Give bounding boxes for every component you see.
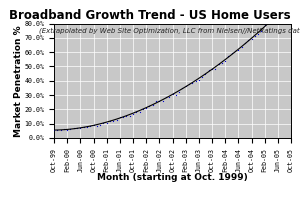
- Point: [58, 128, 63, 131]
- Point: [111, 119, 116, 122]
- Point: [52, 128, 56, 131]
- Point: [266, 20, 270, 23]
- Point: [190, 81, 195, 84]
- Point: [81, 125, 86, 129]
- Point: [78, 126, 83, 130]
- Point: [68, 128, 73, 131]
- Point: [98, 124, 103, 127]
- Text: Broadband Growth Trend - US Home Users: Broadband Growth Trend - US Home Users: [9, 9, 291, 22]
- Point: [117, 115, 122, 118]
- Point: [285, 1, 290, 4]
- Point: [203, 73, 208, 76]
- Point: [262, 24, 267, 27]
- Point: [55, 128, 60, 132]
- Point: [220, 61, 224, 64]
- Point: [232, 49, 237, 52]
- Point: [259, 30, 264, 33]
- Point: [246, 38, 250, 41]
- Point: [177, 90, 182, 94]
- Point: [88, 125, 93, 128]
- Point: [61, 127, 66, 131]
- Point: [242, 42, 247, 45]
- Point: [108, 119, 112, 123]
- Point: [279, 11, 283, 14]
- Point: [210, 67, 214, 70]
- Point: [275, 12, 280, 15]
- Point: [137, 110, 142, 113]
- Point: [213, 68, 218, 71]
- Point: [236, 49, 241, 52]
- Point: [114, 119, 119, 122]
- Point: [144, 107, 148, 110]
- Point: [101, 122, 106, 125]
- Point: [193, 79, 198, 82]
- Point: [187, 83, 191, 86]
- Point: [272, 14, 277, 17]
- Point: [104, 121, 109, 124]
- Point: [196, 79, 201, 82]
- Point: [223, 59, 228, 62]
- Point: [160, 99, 165, 102]
- Point: [150, 104, 155, 107]
- Point: [252, 34, 257, 37]
- Point: [134, 110, 139, 113]
- Point: [124, 114, 129, 117]
- Point: [91, 124, 96, 127]
- Point: [65, 128, 70, 131]
- Point: [127, 114, 132, 117]
- Text: (Extrapolated by Web Site Optimization, LLC from Nielsen//NetRatings data): (Extrapolated by Web Site Optimization, …: [39, 27, 300, 34]
- Point: [200, 75, 205, 79]
- Y-axis label: Market Penetration %: Market Penetration %: [14, 25, 23, 137]
- Point: [75, 126, 80, 129]
- Point: [157, 100, 162, 103]
- Point: [239, 46, 244, 49]
- Point: [170, 93, 175, 96]
- Point: [216, 62, 221, 66]
- Point: [180, 87, 185, 90]
- Point: [206, 69, 211, 72]
- Point: [269, 19, 274, 22]
- Point: [147, 105, 152, 108]
- Point: [85, 125, 89, 129]
- Point: [230, 51, 234, 55]
- Point: [140, 107, 145, 110]
- Point: [289, 0, 293, 3]
- Point: [167, 96, 172, 99]
- Point: [173, 93, 178, 96]
- Point: [256, 33, 260, 36]
- Point: [130, 112, 135, 115]
- Point: [282, 6, 287, 9]
- Point: [71, 126, 76, 129]
- Point: [226, 55, 231, 58]
- Point: [154, 100, 158, 103]
- X-axis label: Month (starting at Oct. 1999): Month (starting at Oct. 1999): [97, 173, 248, 182]
- Point: [249, 37, 254, 41]
- Point: [183, 84, 188, 87]
- Point: [121, 115, 125, 119]
- Point: [164, 96, 168, 99]
- Point: [94, 124, 99, 127]
